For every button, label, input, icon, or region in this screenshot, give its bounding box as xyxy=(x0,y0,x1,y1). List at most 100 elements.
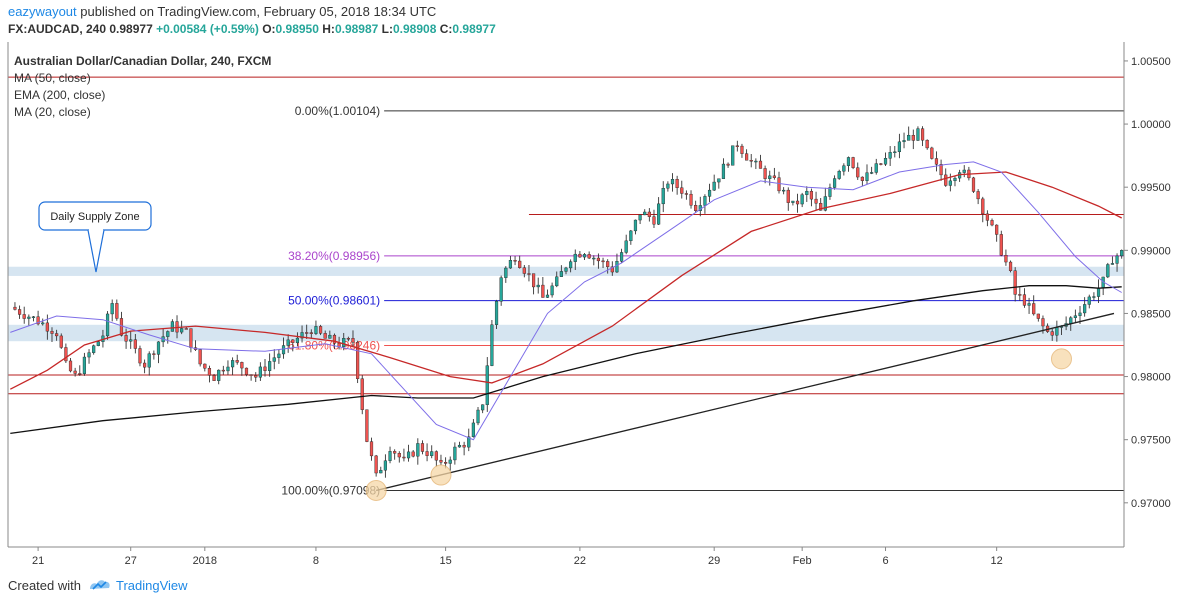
candle-body xyxy=(318,326,323,334)
indicator-ema200-label: EMA (200, close) xyxy=(14,88,105,102)
candle-body xyxy=(610,266,614,273)
candle-body xyxy=(249,374,253,376)
candle-body xyxy=(254,375,258,378)
candle-body xyxy=(832,178,837,188)
candle-body xyxy=(633,219,638,232)
candle-body xyxy=(1078,312,1082,316)
candle-body xyxy=(402,456,406,459)
candle-body xyxy=(406,451,411,459)
candle-body xyxy=(629,230,633,242)
candle-body xyxy=(883,158,888,165)
candle-body xyxy=(369,441,374,457)
candle-body xyxy=(930,147,934,159)
candle-body xyxy=(754,160,758,163)
published-text: published on TradingView.com, February 0… xyxy=(80,4,437,19)
candle-body xyxy=(170,321,174,332)
candle-body xyxy=(897,141,902,153)
candle-body xyxy=(388,451,392,461)
candle-body xyxy=(1106,264,1110,278)
candle-body xyxy=(156,341,161,355)
ma20-line xyxy=(10,161,1122,441)
candle-body xyxy=(133,339,137,349)
author-link[interactable]: eazywayout xyxy=(8,4,77,19)
candle-body xyxy=(740,145,744,154)
candle-body xyxy=(263,366,267,371)
candle-body xyxy=(332,334,337,344)
candle-body xyxy=(953,177,957,182)
candle-body xyxy=(1073,315,1077,318)
tradingview-logo-icon[interactable] xyxy=(88,575,112,595)
candle-body xyxy=(360,378,364,410)
candle-body xyxy=(78,373,82,375)
candle-body xyxy=(1041,318,1045,327)
candle-body xyxy=(865,172,869,181)
open-label: O: xyxy=(262,22,276,36)
candle-body xyxy=(666,183,670,189)
supply-zone-callout[interactable]: Daily Supply Zone xyxy=(38,201,152,273)
touch-circle-0 xyxy=(365,479,387,501)
candle-body xyxy=(1050,331,1054,336)
candle-body xyxy=(911,134,915,141)
candle-body xyxy=(527,273,531,275)
candle-body xyxy=(828,187,832,197)
x-tick-label: 8 xyxy=(313,555,319,567)
candle-body xyxy=(323,333,327,339)
candle-body xyxy=(712,181,716,191)
candle-body xyxy=(374,455,378,474)
indicator-ma50-label: MA (50, close) xyxy=(14,71,91,85)
candle-body xyxy=(768,175,772,179)
candle-body xyxy=(453,446,457,461)
candle-body xyxy=(1115,255,1119,264)
x-tick-label: 21 xyxy=(32,555,44,567)
chart-area[interactable]: 0.00%(1.00104) 38.20%(0.98956) 50.00%(0.98… xyxy=(0,42,1182,572)
y-tick-label: 0.98000 xyxy=(1131,372,1171,384)
candle-body xyxy=(1087,296,1091,305)
candle-body xyxy=(689,193,693,206)
candle-body xyxy=(1120,250,1124,257)
price-chart[interactable]: 0.00%(1.00104) 38.20%(0.98956) 50.00%(0.98… xyxy=(0,42,1182,572)
x-tick-label: 12 xyxy=(991,555,1003,567)
candle-body xyxy=(990,220,994,226)
candle-body xyxy=(1004,255,1008,263)
candle-body xyxy=(73,370,77,374)
candle-body xyxy=(342,338,346,347)
candle-body xyxy=(281,345,286,355)
candle-body xyxy=(68,360,73,372)
candle-body xyxy=(995,224,999,235)
candle-body xyxy=(13,306,17,310)
candle-body xyxy=(448,459,452,464)
candle-body xyxy=(962,169,966,173)
candle-body xyxy=(518,260,522,268)
candle-body xyxy=(680,187,684,194)
candle-body xyxy=(782,189,786,192)
candle-body xyxy=(846,157,851,166)
candle-body xyxy=(735,145,739,147)
candle-body xyxy=(207,368,212,376)
candle-body xyxy=(420,443,425,452)
candle-body xyxy=(555,276,559,287)
candle-body xyxy=(300,332,304,339)
price-axis[interactable] xyxy=(1125,42,1182,572)
candle-body xyxy=(985,213,989,221)
candle-body xyxy=(110,303,114,315)
candle-body xyxy=(221,369,225,372)
zone-band-1 xyxy=(8,324,1124,342)
candle-body xyxy=(96,341,100,346)
candle-body xyxy=(217,369,221,381)
fib-label-2: 50.00%(0.98601) xyxy=(288,294,380,308)
candle-body xyxy=(703,196,707,206)
y-tick-label: 0.99000 xyxy=(1131,245,1171,257)
chart-title: Australian Dollar/Canadian Dollar, 240, … xyxy=(14,54,271,68)
candle-body xyxy=(717,178,721,183)
candle-body xyxy=(564,267,568,272)
trendline[interactable] xyxy=(375,312,1115,492)
candle-body xyxy=(82,356,86,374)
tradingview-link[interactable]: TradingView xyxy=(116,578,188,593)
candle-body xyxy=(383,460,387,471)
candle-body xyxy=(800,194,804,205)
candle-body xyxy=(235,360,239,363)
candle-body xyxy=(888,152,892,159)
candle-body xyxy=(119,318,124,336)
y-tick-label: 1.00000 xyxy=(1131,119,1171,131)
y-tick-label: 0.97500 xyxy=(1131,435,1171,447)
